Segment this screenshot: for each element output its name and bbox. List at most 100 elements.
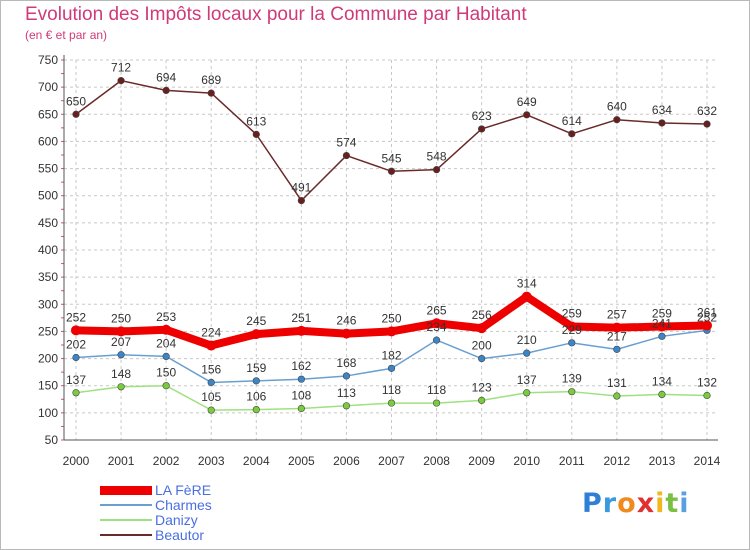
data-label: 259	[652, 307, 672, 321]
data-point	[342, 402, 351, 410]
data-point	[386, 326, 397, 337]
y-tick-label: 350	[38, 270, 58, 284]
data-label: 148	[111, 367, 131, 381]
axes: 50 100 150 200 250 300 350 400 450 500 550 600 650 70…	[38, 53, 721, 468]
x-tick-label: 2004	[243, 454, 270, 468]
y-tick-label: 500	[38, 189, 58, 203]
data-label: 265	[427, 303, 447, 317]
data-point	[72, 389, 80, 397]
data-point	[207, 406, 215, 414]
x-tick-label: 2007	[378, 454, 405, 468]
logo-letter: r	[602, 488, 618, 519]
data-label: 207	[111, 335, 131, 349]
data-label: 689	[201, 73, 221, 87]
data-label: 252	[66, 310, 86, 324]
data-label: 613	[246, 114, 266, 128]
y-tick-label: 600	[38, 134, 58, 148]
legend-swatch-charmes	[100, 504, 152, 506]
logo-letter: o	[617, 488, 637, 519]
data-label: 252	[697, 310, 717, 324]
data-point	[206, 340, 217, 351]
series-lines	[71, 77, 712, 414]
data-label: 574	[336, 136, 356, 150]
legend-label: Danizy	[155, 512, 198, 528]
data-point	[117, 77, 125, 85]
legend-label: Beautor	[155, 527, 205, 543]
data-point	[252, 377, 260, 385]
data-point	[523, 111, 531, 119]
data-label: 694	[156, 70, 176, 84]
data-point	[251, 329, 262, 340]
data-label: 241	[652, 316, 672, 330]
y-tick-label: 550	[38, 162, 58, 176]
data-point	[658, 332, 666, 340]
data-label: 168	[336, 356, 356, 370]
y-tick-label: 300	[38, 297, 58, 311]
data-point	[658, 390, 666, 399]
logo-letter: i	[679, 488, 690, 519]
data-point	[297, 197, 305, 205]
data-point	[161, 324, 172, 335]
data-label: 623	[472, 109, 492, 123]
legend-label: LA FèRE	[155, 482, 212, 498]
data-label: 649	[517, 95, 537, 109]
data-point	[71, 325, 81, 336]
data-label: 632	[697, 104, 717, 118]
data-label: 614	[562, 114, 582, 128]
data-point	[72, 353, 80, 362]
data-label: 251	[291, 311, 311, 325]
legend-label: Charmes	[155, 497, 212, 513]
data-label: 246	[336, 314, 356, 328]
data-point	[117, 351, 125, 359]
data-label: 224	[201, 326, 221, 340]
data-point	[613, 116, 621, 124]
y-tick-label: 450	[38, 216, 58, 230]
logo-letter: i	[655, 488, 666, 519]
x-tick-label: 2003	[198, 454, 225, 468]
data-label: 217	[607, 329, 627, 343]
data-label: 200	[472, 339, 492, 353]
data-label: 137	[66, 373, 86, 387]
data-point	[703, 120, 711, 128]
data-label: 156	[201, 362, 221, 376]
x-tick-label: 2009	[468, 454, 495, 468]
logo-letter: t	[665, 488, 680, 519]
data-point	[162, 352, 170, 361]
data-point	[207, 378, 215, 387]
data-point	[568, 339, 576, 347]
x-tick-label: 2010	[513, 454, 540, 468]
data-point	[702, 320, 712, 331]
data-label: 123	[472, 380, 492, 394]
data-point	[252, 130, 260, 138]
data-point	[207, 89, 215, 97]
data-label: 131	[607, 376, 627, 390]
x-tick-label: 2005	[288, 454, 315, 468]
data-label: 314	[517, 277, 537, 291]
data-point	[341, 328, 352, 339]
data-label: 712	[111, 61, 131, 75]
data-point	[656, 321, 667, 332]
data-label: 202	[66, 337, 86, 351]
data-point	[566, 321, 577, 332]
data-point	[387, 399, 396, 407]
x-tick-label: 2011	[559, 454, 585, 468]
y-tick-label: 100	[38, 406, 58, 420]
x-tick-label: 2012	[604, 454, 631, 468]
data-label: 229	[562, 323, 582, 337]
grid	[64, 59, 718, 441]
y-tick-label: 50	[45, 433, 59, 447]
y-tick-label: 650	[38, 107, 58, 121]
data-label: 108	[291, 389, 311, 403]
data-point	[342, 151, 351, 160]
data-label: 257	[607, 308, 627, 322]
data-point	[116, 326, 127, 337]
x-tick-label: 2014	[694, 454, 721, 468]
chart-subtitle: (en € et par an)	[25, 28, 108, 42]
data-label: 253	[156, 310, 176, 324]
data-point	[297, 404, 305, 413]
data-label: 650	[66, 94, 86, 108]
x-tick-label: 2008	[423, 454, 450, 468]
data-label: 548	[427, 150, 447, 164]
y-tick-label: 750	[38, 53, 58, 67]
